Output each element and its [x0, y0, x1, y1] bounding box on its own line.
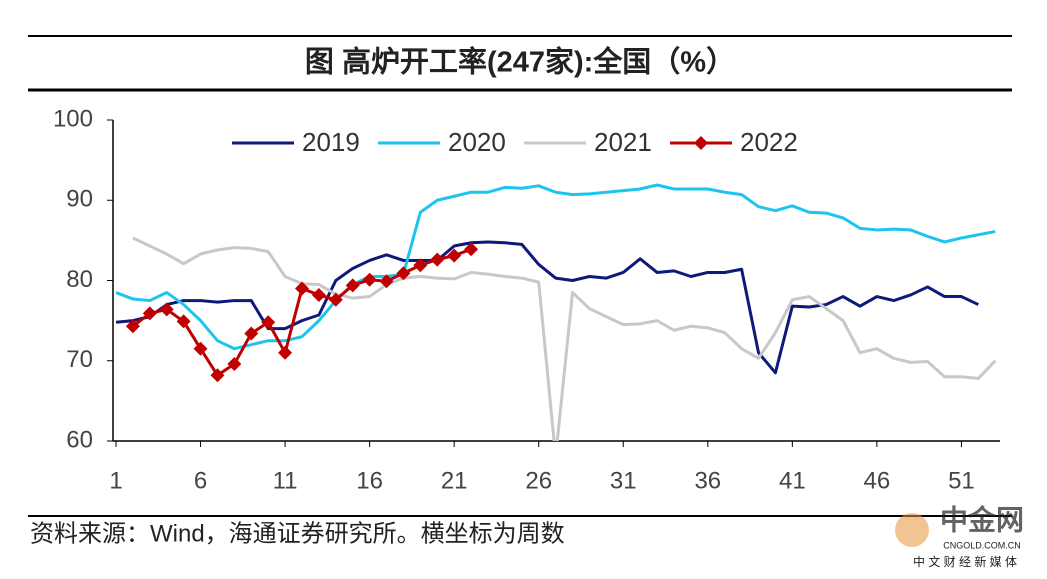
series-line [115, 183, 996, 351]
data-point [362, 272, 377, 287]
watermark: 中 文 财 经 新 媒 体 [913, 554, 1017, 569]
y-tick-label: 80 [66, 266, 93, 293]
data-point [176, 314, 191, 329]
data-point [210, 368, 225, 383]
x-tick-label: 11 [273, 467, 298, 494]
legend-marker [694, 136, 708, 150]
x-tick-label: 36 [694, 467, 721, 494]
data-point [278, 345, 293, 360]
data-point [227, 356, 242, 371]
watermark: CNGOLD.COM.CN [943, 540, 1021, 550]
data-point [396, 266, 411, 281]
x-tick-label: 46 [864, 467, 891, 494]
series-line [132, 236, 997, 441]
data-point [125, 319, 140, 334]
x-tick-label: 1 [109, 467, 122, 494]
data-point [244, 326, 259, 341]
legend-label: 2020 [448, 127, 506, 157]
legend-label: 2022 [740, 127, 798, 157]
source: 资料来源：Wind，海通证券研究所。横坐标为周数 [30, 520, 565, 547]
legend-label: 2019 [302, 127, 360, 157]
data-point [379, 274, 394, 289]
data-point [311, 287, 326, 302]
chart-title: 图 高炉开工率(247家):全国（%） [305, 45, 735, 79]
data-point [345, 278, 360, 293]
data-point [294, 281, 309, 296]
x-tick-label: 6 [194, 467, 207, 494]
data-point [159, 302, 174, 317]
data-point [430, 252, 445, 267]
x-tick-label: 41 [779, 467, 806, 494]
x-tick-label: 21 [441, 467, 468, 494]
watermark-logo [895, 513, 929, 547]
data-point [261, 315, 276, 330]
y-tick-label: 100 [53, 105, 93, 132]
y-tick-label: 60 [66, 426, 93, 453]
data-point [328, 292, 343, 307]
data-point [142, 306, 157, 321]
x-tick-label: 31 [610, 467, 637, 494]
y-tick-label: 70 [66, 346, 93, 373]
data-point [447, 248, 462, 263]
x-tick-label: 26 [525, 467, 552, 494]
data-point [413, 258, 428, 273]
watermark: 中金网 [940, 503, 1024, 535]
y-tick-label: 90 [66, 186, 93, 213]
x-tick-label: 16 [356, 467, 383, 494]
legend-label: 2021 [594, 127, 652, 157]
series-line [115, 240, 979, 375]
data-point [464, 242, 479, 257]
data-point [193, 341, 208, 356]
x-tick-label: 51 [948, 467, 975, 494]
